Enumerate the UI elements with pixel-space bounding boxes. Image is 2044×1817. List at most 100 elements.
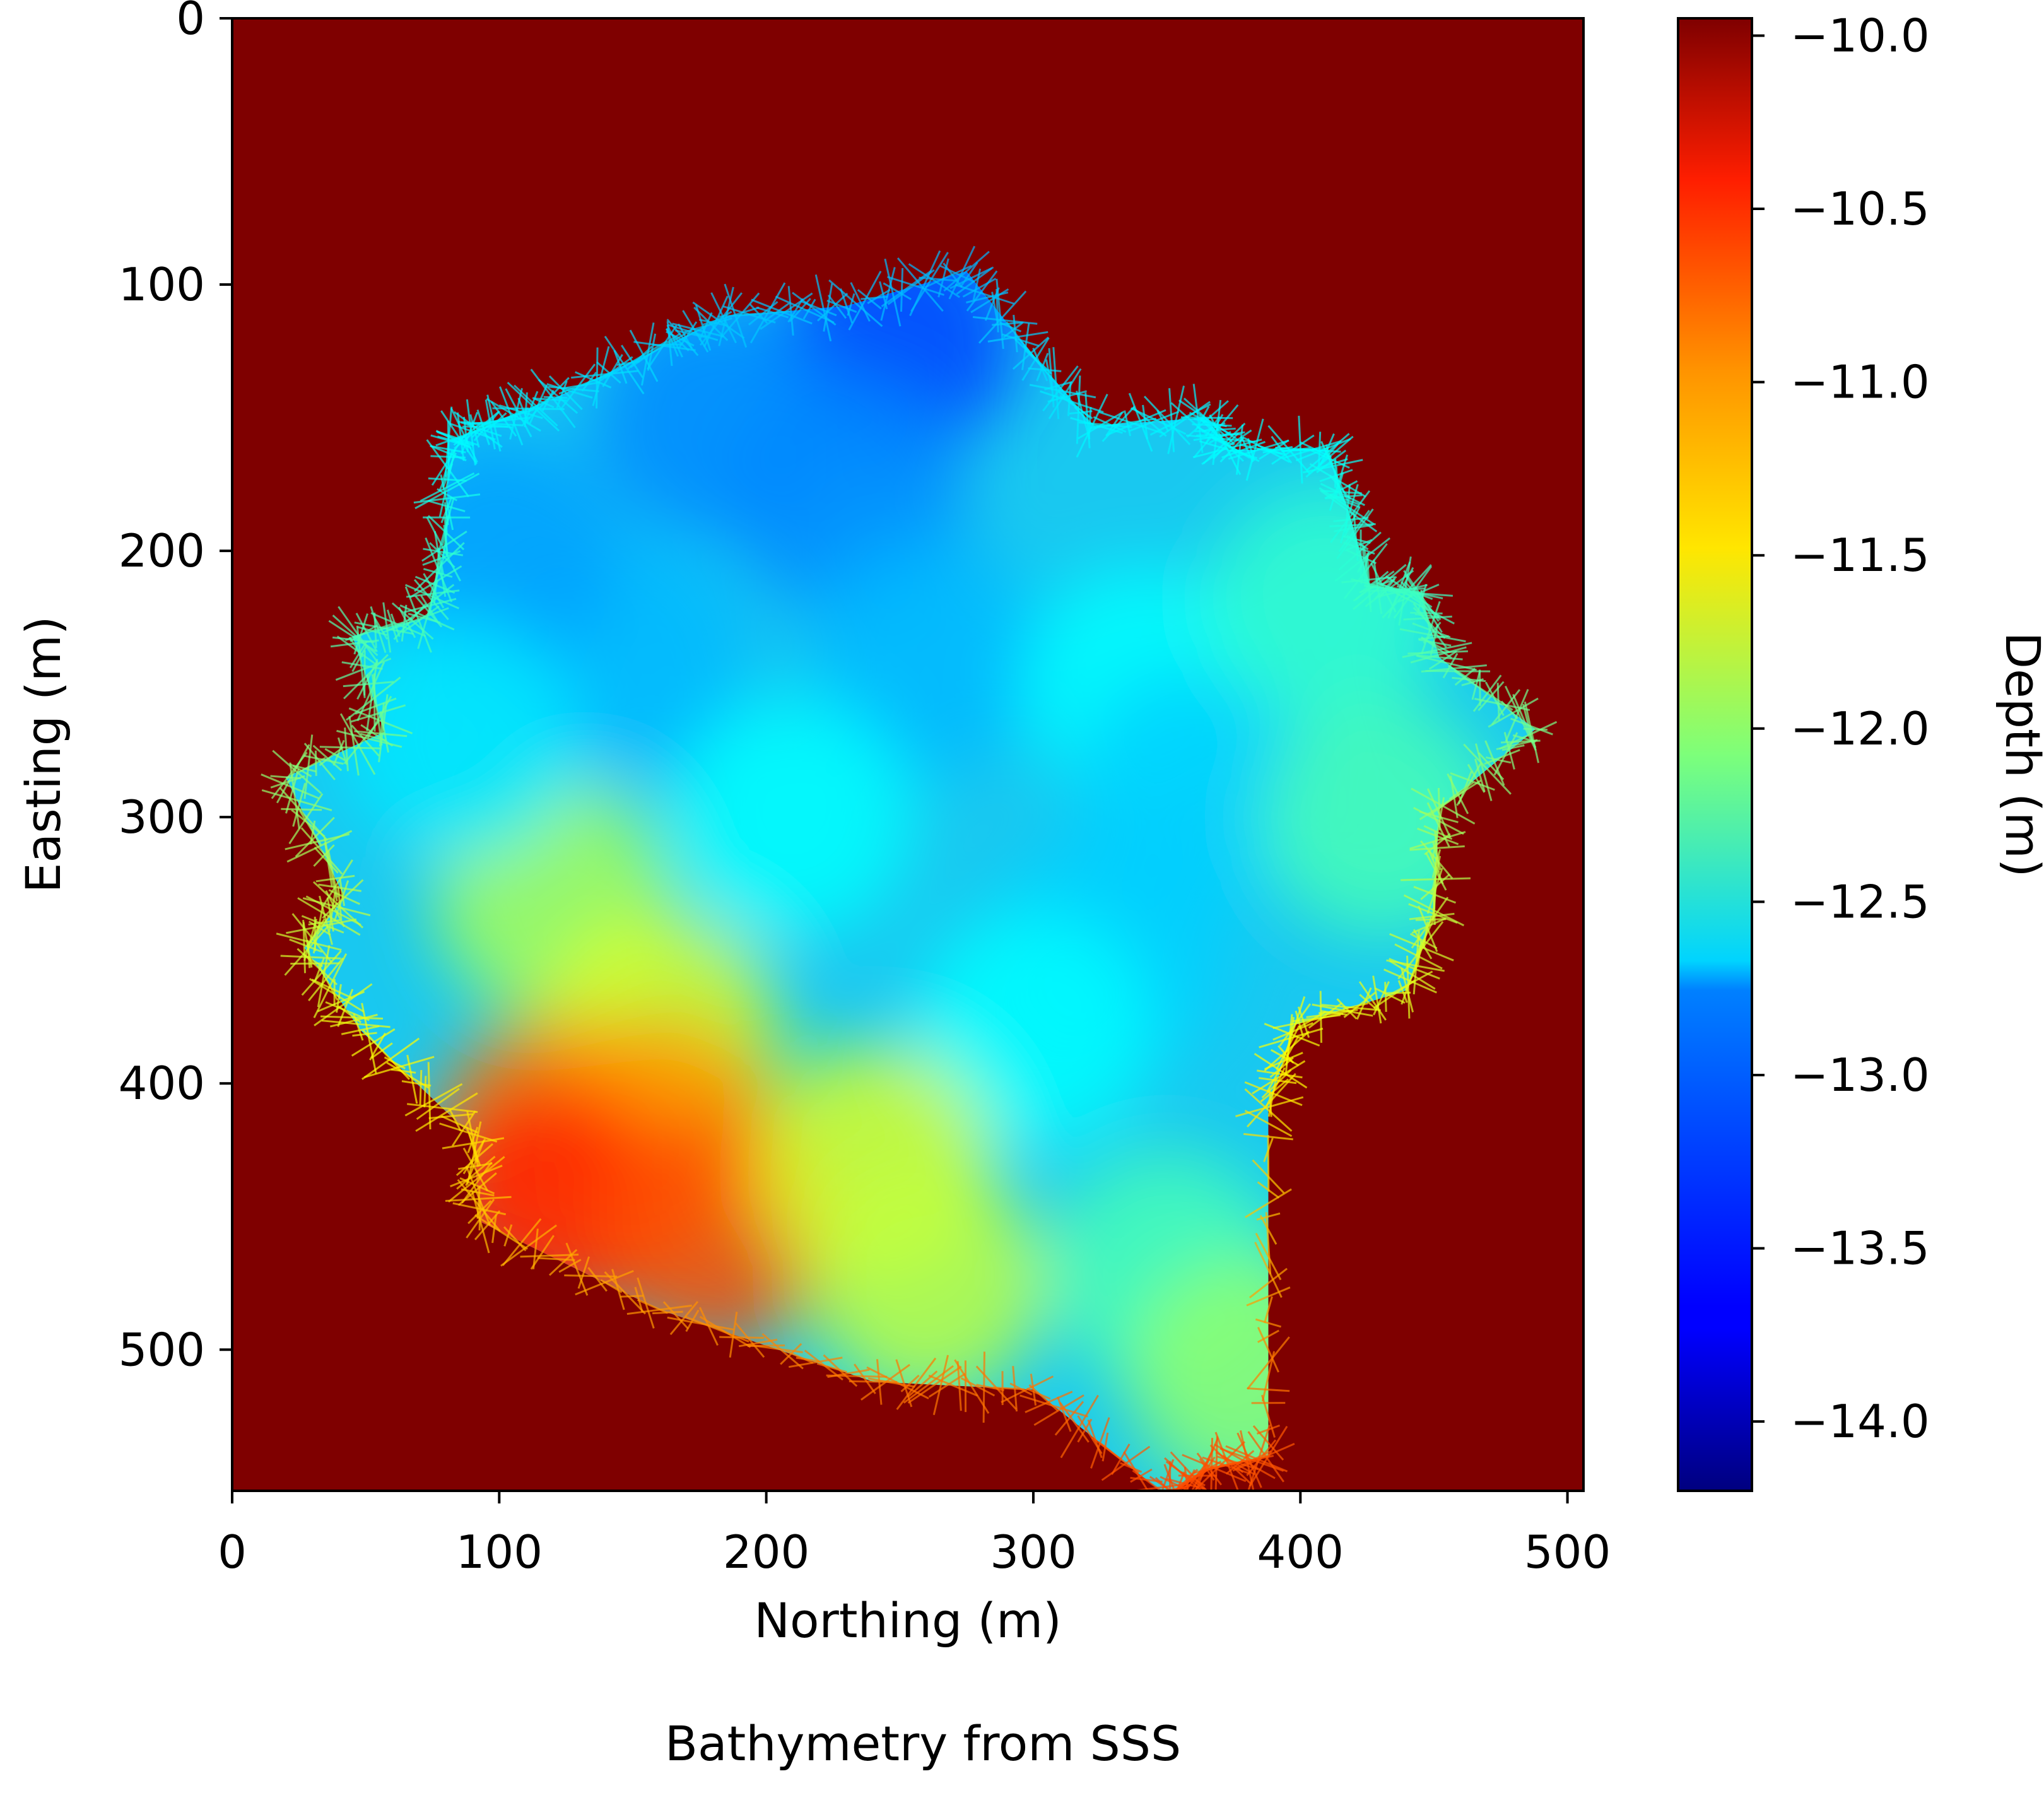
edge-streak — [634, 1286, 643, 1313]
edge-streak — [1359, 994, 1378, 1011]
edge-streak — [1143, 396, 1191, 445]
edge-streak — [488, 407, 529, 427]
edge-streak — [1346, 549, 1377, 565]
edge-streak — [629, 329, 659, 382]
y-tick-label: 0 — [176, 0, 205, 45]
edge-streak — [1076, 394, 1108, 458]
edge-streak — [867, 288, 891, 305]
x-tick-label: 300 — [990, 1526, 1076, 1579]
edge-streak — [474, 1210, 501, 1240]
edge-streak — [440, 1115, 478, 1134]
edge-streak — [972, 268, 982, 300]
colorbar-tick-label: −11.5 — [1790, 529, 1930, 582]
edge-streak — [792, 291, 837, 326]
edge-streak — [286, 918, 357, 934]
edge-streak — [505, 388, 532, 438]
edge-streak — [847, 293, 855, 316]
edge-streak — [406, 1103, 478, 1114]
survey-edge-artifacts — [261, 245, 1558, 1491]
edge-streak — [386, 1061, 430, 1089]
edge-streak — [789, 298, 811, 322]
edge-streak — [312, 744, 343, 772]
colorbar-gradient — [1677, 17, 1753, 1492]
edge-streak — [756, 306, 789, 319]
edge-streak — [1101, 1432, 1109, 1462]
edge-streak — [327, 850, 339, 898]
edge-streak — [826, 299, 857, 313]
edge-streak — [1334, 537, 1391, 582]
edge-streak — [339, 878, 346, 907]
edge-streak — [276, 744, 310, 804]
edge-streak — [1252, 1159, 1285, 1194]
edge-streak — [1484, 749, 1520, 765]
edge-streak — [919, 276, 959, 282]
edge-streak — [357, 626, 388, 637]
edge-streak — [440, 497, 453, 524]
edge-streak — [760, 292, 813, 330]
edge-streak — [406, 1054, 418, 1104]
x-tick-label: 500 — [1524, 1526, 1611, 1579]
edge-streak — [596, 347, 599, 409]
edge-streak — [321, 1020, 391, 1028]
edge-streak — [970, 288, 1009, 314]
colorbar-tick-label: −12.0 — [1790, 702, 1930, 755]
edge-streak — [285, 833, 350, 850]
edge-streak — [907, 1365, 962, 1404]
edge-streak — [1192, 423, 1232, 427]
edge-streak — [883, 282, 912, 300]
edge-streak — [298, 756, 326, 773]
edge-streak — [1142, 404, 1149, 440]
edge-streak — [1343, 541, 1375, 555]
edge-streak — [371, 1042, 393, 1059]
edge-streak — [1498, 720, 1558, 750]
edge-streak — [565, 1242, 589, 1296]
edge-streak — [314, 847, 339, 874]
edge-streak — [1450, 772, 1495, 791]
edge-streak — [1070, 416, 1123, 434]
edge-streak — [404, 1083, 463, 1117]
edge-streak — [1255, 1318, 1282, 1328]
edge-streak — [279, 787, 329, 842]
edge-streak — [317, 945, 331, 1008]
edge-streak — [1308, 1002, 1342, 1029]
edge-streak — [438, 452, 457, 491]
edge-streak — [761, 1333, 804, 1370]
edge-streak — [817, 293, 849, 322]
edge-streak — [1029, 384, 1096, 399]
edge-streak — [558, 1259, 582, 1273]
edge-streak — [1409, 831, 1466, 850]
edge-streak — [666, 324, 684, 358]
edge-streak — [337, 989, 354, 1027]
edge-streak — [361, 1003, 377, 1074]
edge-streak — [1339, 484, 1359, 544]
edge-streak — [996, 278, 1004, 350]
edge-streak — [1175, 1485, 1187, 1491]
edge-streak — [789, 1356, 843, 1368]
edge-streak — [1156, 409, 1170, 432]
edge-streak — [423, 568, 453, 578]
edge-streak — [1047, 390, 1087, 403]
edge-streak — [401, 1080, 432, 1087]
edge-streak — [596, 361, 621, 384]
edge-streak — [1523, 727, 1548, 731]
edge-streak — [1272, 1013, 1344, 1030]
edge-streak — [456, 1156, 496, 1190]
edge-streak — [1505, 689, 1529, 742]
edge-streak — [1343, 507, 1361, 538]
edge-streak — [669, 1301, 699, 1336]
edge-streak — [1167, 385, 1185, 454]
edge-streak — [1256, 1212, 1281, 1221]
edge-streak — [1182, 1454, 1247, 1483]
edge-streak — [478, 1200, 481, 1231]
edge-streak — [297, 897, 361, 936]
edge-streak — [1463, 743, 1512, 795]
edge-streak — [1329, 523, 1376, 527]
plot-frame — [231, 17, 1585, 1492]
edge-streak — [307, 939, 311, 968]
colorbar-label: Depth (m) — [1995, 632, 2044, 878]
edge-streak — [881, 269, 932, 307]
edge-streak — [280, 955, 341, 960]
colorbar-tick-label: −11.0 — [1790, 356, 1930, 409]
edge-streak — [455, 1143, 493, 1177]
edge-streak — [290, 962, 340, 965]
